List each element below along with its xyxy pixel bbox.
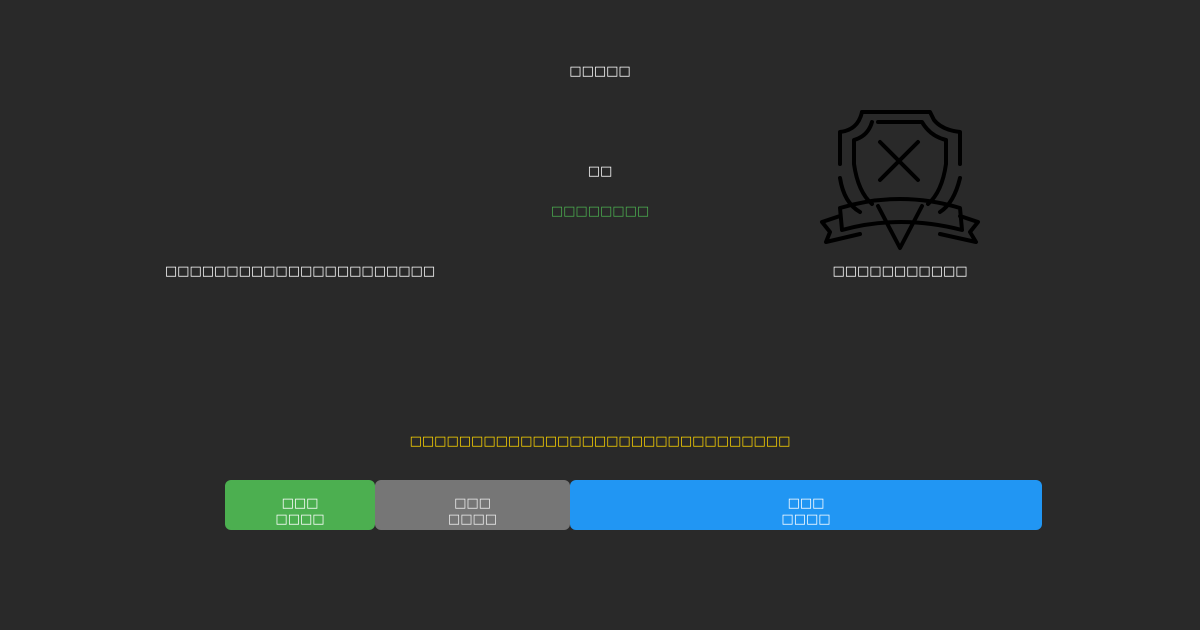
button-label-line2: □□□□	[781, 512, 831, 527]
page-title: □□□□□	[569, 64, 631, 79]
status-text: □□□□□□□□	[550, 204, 650, 219]
button-label-line2: □□□□	[447, 512, 498, 527]
button-label-line1: □□□	[281, 496, 319, 511]
section-label: □□	[587, 164, 613, 179]
notice-text: □□□□□□□□□□□□□□□□□□□□□□□□□□□□□□□	[409, 434, 791, 449]
description-text: □□□□□□□□□□□□□□□□□□□□□□	[164, 264, 436, 279]
primary-button[interactable]: □□□ □□□□	[225, 480, 375, 530]
icon-caption: □□□□□□□□□□□	[832, 264, 968, 279]
button-label-line1: □□□	[787, 496, 825, 511]
secondary-button[interactable]: □□□ □□□□	[375, 480, 570, 530]
button-label-line2: □□□□	[275, 512, 325, 527]
action-button[interactable]: □□□ □□□□	[570, 480, 1042, 530]
button-label-line1: □□□	[454, 496, 491, 511]
shield-x-icon	[820, 110, 980, 250]
